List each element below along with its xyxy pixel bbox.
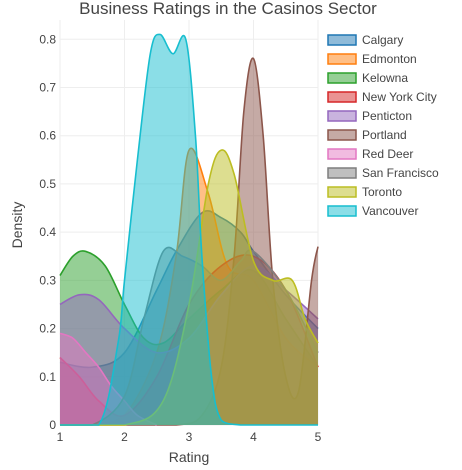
- legend-item-red-deer[interactable]: Red Deer: [327, 147, 413, 161]
- legend-item-portland[interactable]: Portland: [327, 128, 407, 142]
- legend-item-vancouver[interactable]: Vancouver: [327, 204, 418, 218]
- y-tick-label: 0.8: [39, 32, 56, 46]
- x-axis: 1 2 3 4 5: [57, 430, 322, 444]
- y-tick-label: 0.3: [39, 273, 56, 287]
- area-vancouver: [60, 34, 318, 425]
- legend-swatch: [327, 91, 357, 103]
- line-vancouver: [59, 33, 318, 426]
- legend-swatch: [327, 34, 357, 46]
- legend-swatch: [327, 205, 357, 217]
- y-tick-label: 0.7: [39, 81, 56, 95]
- legend[interactable]: Calgary Edmonton Kelowna New York City Penti…: [327, 33, 439, 218]
- series-areas: [59, 33, 319, 426]
- legend-label: Kelowna: [362, 71, 408, 85]
- y-tick-label: 0: [49, 418, 56, 432]
- y-tick-label: 0.2: [39, 322, 56, 336]
- legend-label: New York City: [362, 90, 437, 104]
- y-tick-label: 0.6: [39, 129, 56, 143]
- legend-label: Edmonton: [362, 52, 417, 66]
- legend-item-kelowna[interactable]: Kelowna: [327, 71, 408, 85]
- legend-swatch: [327, 72, 357, 84]
- legend-swatch: [327, 148, 357, 160]
- legend-label: San Francisco: [362, 166, 439, 180]
- area-toronto: [60, 149, 318, 426]
- x-tick-label: 3: [186, 430, 193, 444]
- y-tick-label: 0.5: [39, 177, 56, 191]
- legend-item-san-francisco[interactable]: San Francisco: [327, 166, 439, 180]
- y-axis-title: Density: [9, 202, 25, 249]
- chart-title: Business Ratings in the Casinos Sector: [79, 0, 377, 18]
- x-tick-label: 2: [121, 430, 128, 444]
- legend-item-calgary[interactable]: Calgary: [327, 33, 403, 47]
- legend-item-penticton[interactable]: Penticton: [327, 109, 412, 123]
- x-axis-title: Rating: [169, 449, 209, 465]
- y-tick-label: 0.1: [39, 370, 56, 384]
- y-axis: 0 0.1 0.2 0.3 0.4 0.5 0.6 0.7 0.8: [39, 32, 56, 432]
- legend-item-toronto[interactable]: Toronto: [327, 185, 402, 199]
- legend-item-new-york-city[interactable]: New York City: [327, 90, 437, 104]
- legend-label: Vancouver: [362, 204, 418, 218]
- x-tick-label: 1: [57, 430, 64, 444]
- x-tick-label: 4: [250, 430, 257, 444]
- legend-label: Penticton: [362, 109, 412, 123]
- x-tick-label: 5: [315, 430, 322, 444]
- legend-label: Toronto: [362, 185, 402, 199]
- legend-label: Portland: [362, 128, 407, 142]
- legend-label: Calgary: [362, 33, 403, 47]
- y-tick-label: 0.4: [39, 225, 56, 239]
- legend-item-edmonton[interactable]: Edmonton: [327, 52, 417, 66]
- legend-swatch: [327, 129, 357, 141]
- legend-swatch: [327, 110, 357, 122]
- legend-swatch: [327, 186, 357, 198]
- area-red-deer: [60, 333, 157, 425]
- legend-swatch: [327, 167, 357, 179]
- legend-label: Red Deer: [362, 147, 413, 161]
- legend-swatch: [327, 53, 357, 65]
